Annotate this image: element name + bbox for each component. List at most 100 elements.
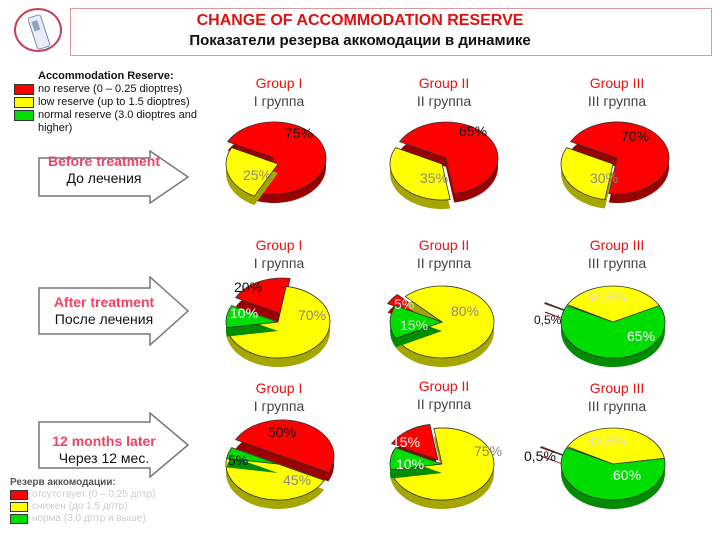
arrow-12-months	[38, 412, 190, 478]
legend-swatch-red	[10, 490, 28, 500]
legend-ru-heading: Резерв аккомодации:	[10, 477, 116, 488]
pie-slice-top	[391, 424, 439, 461]
pie-slice-top	[389, 447, 443, 471]
legend-swatch-yellow	[14, 97, 34, 108]
pie-slice-green	[226, 447, 279, 473]
legend-ru-item: норма (3,0 дптр и выше)	[10, 513, 210, 525]
title-ru: Показатели резерва аккомодации в динамик…	[189, 32, 531, 49]
legend-ru-label: норма (3,0 дптр и выше)	[32, 513, 146, 524]
pie-data-label: 10%	[396, 456, 425, 472]
pie-slice-top	[235, 419, 335, 473]
pie-slice-top	[226, 286, 331, 359]
legend-item: low reserve (up to 1.5 dioptres)	[14, 96, 224, 109]
pie-data-label: 65%	[627, 328, 656, 344]
row-label-12m: 12 months later Через 12 мес.	[52, 433, 156, 466]
pie-before-group2	[389, 121, 499, 209]
pie-slice-top	[227, 121, 327, 195]
group-label: Group II II группа	[416, 237, 472, 271]
legend-ru-label: снижен (до 1,5 дптр)	[32, 501, 128, 512]
title-en: CHANGE OF ACCOMMODATION RESERVE	[196, 12, 524, 29]
pie-slice-yellow	[226, 286, 331, 367]
arrow-before-treatment	[38, 150, 190, 204]
pie-before-group3	[560, 121, 670, 209]
pie-slice-top	[570, 121, 670, 195]
pie-data-label: 70%	[621, 128, 650, 144]
pie-data-label: 39,5%	[586, 433, 626, 449]
arrow-after-treatment	[38, 276, 190, 346]
legend-swatch-green	[14, 110, 34, 121]
pie-12m-group2	[389, 424, 495, 509]
pie-slice-green	[389, 305, 444, 348]
pie-before-group1	[225, 121, 327, 206]
pie-slice-yellow	[389, 147, 451, 209]
pie-slice-yellow	[225, 147, 279, 206]
pie-after-group3	[544, 285, 666, 367]
pie-slice-top	[399, 121, 499, 194]
pie-slice-red	[399, 121, 499, 203]
pie-data-label: 35%	[420, 170, 449, 186]
pie-slice-top	[225, 147, 279, 197]
pie-slice-side	[226, 456, 278, 473]
legend-label: low reserve (up to 1.5 dioptres)	[38, 96, 190, 108]
pie-data-label: 10%	[230, 305, 259, 321]
legend-ru: Резерв аккомодации: отсутствует (0 – 0,2…	[10, 477, 210, 525]
pie-slice-top	[395, 285, 495, 359]
group-label: Group II II группа	[416, 378, 472, 412]
pie-slice-green	[389, 447, 443, 479]
pie-after-group1	[225, 277, 331, 367]
pie-data-label: 15%	[392, 434, 421, 450]
pie-slice-top	[566, 427, 665, 465]
legend-swatch-yellow	[10, 502, 28, 512]
pie-data-label: 50%	[268, 424, 297, 440]
row-label-after: After treatment После лечения	[53, 294, 155, 327]
pie-data-label: 25%	[243, 167, 272, 183]
pie-slice-top	[566, 285, 660, 323]
slide-header: CHANGE OF ACCOMMODATION RESERVE Показате…	[0, 0, 720, 56]
pie-data-label: 75%	[285, 125, 314, 141]
pie-slice-top	[235, 277, 291, 315]
legend-ru-item: снижен (до 1,5 дптр)	[10, 501, 210, 513]
pie-slice-red	[570, 121, 670, 203]
pie-slice-top	[560, 147, 614, 200]
legend-swatch-red	[14, 84, 34, 95]
pie-slice-top	[389, 305, 444, 339]
pie-slice-red	[235, 419, 335, 482]
pie-slice-top	[390, 427, 495, 501]
pie-data-label: 5%	[394, 296, 415, 312]
pie-slice-yellow	[395, 285, 495, 367]
pie-data-label: 34,5%	[586, 289, 626, 305]
group-label: Group II II группа	[416, 75, 472, 109]
legend-label: normal reserve (3.0 dioptres and higher)	[38, 109, 197, 134]
pie-12m-group3	[540, 427, 666, 509]
group-label: Group III III группа	[587, 380, 647, 414]
pie-slice-yellow	[390, 427, 495, 509]
pie-data-label: 20%	[234, 279, 263, 295]
pie-slice-yellow	[560, 147, 614, 209]
group-label: Group III III группа	[587, 75, 647, 109]
legend-item: normal reserve (3.0 dioptres and higher)	[14, 109, 224, 135]
pie-slice-top	[389, 147, 451, 201]
pie-after-group2	[387, 285, 495, 367]
pie-data-label: 30%	[590, 170, 619, 186]
pie-data-label: 15%	[400, 317, 429, 333]
pie-data-label: 60%	[613, 467, 642, 483]
pie-data-label: 75%	[474, 443, 503, 459]
legend-heading: Accommodation Reserve:	[38, 70, 174, 82]
pie-slice-green	[560, 305, 666, 367]
legend-en: Accommodation Reserve: no reserve (0 – 0…	[14, 70, 224, 135]
pie-data-label: 0,5%	[524, 448, 556, 464]
pie-slice-top	[226, 447, 279, 465]
pie-slice-top	[560, 305, 666, 359]
pie-12m-group1	[225, 419, 335, 509]
group-label: Group III III группа	[587, 237, 647, 271]
pie-slice-green	[225, 305, 279, 337]
pie-slice-green	[560, 447, 666, 509]
legend-ru-label: отсутствует (0 – 0,25 дптр)	[32, 489, 156, 500]
pie-data-label: 65%	[459, 123, 488, 139]
pie-data-label: 0,5%	[534, 313, 562, 327]
pie-data-label: 80%	[451, 303, 480, 319]
row-label-before: Before treatment До лечения	[47, 153, 161, 186]
